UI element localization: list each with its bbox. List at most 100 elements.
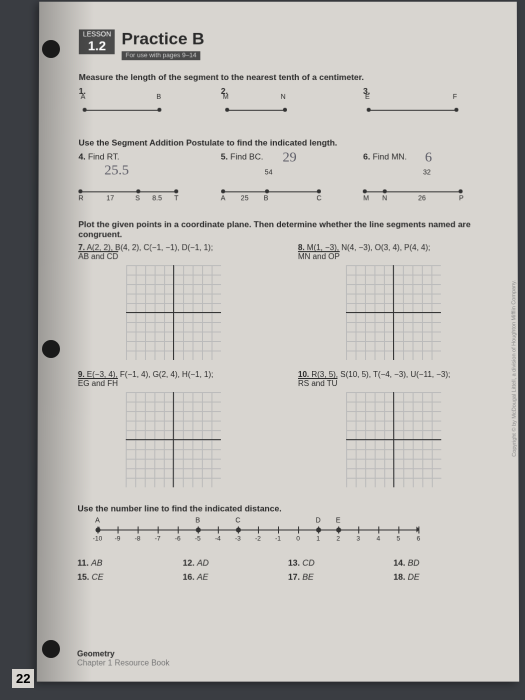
q10-points: R(3, 5), S(10, 5), T(−4, −3), U(−11, −3)… [311, 370, 450, 379]
q10: 10. R(3, 5), S(10, 5), T(−4, −3), U(−11,… [298, 370, 488, 491]
section4-instr: Use the number line to find the indicate… [77, 503, 488, 513]
seg-label: F [453, 94, 457, 101]
title-main: Practice B [122, 29, 205, 49]
seg-dot [317, 189, 321, 193]
nl-tick-label: 0 [296, 536, 300, 543]
axis-v [393, 392, 394, 487]
q7-num: 7. [78, 243, 85, 252]
q6-num: 6. [363, 152, 370, 162]
seg-value: 8.5 [152, 195, 162, 202]
nl-tick-label: 3 [356, 536, 360, 543]
section3-instr: Plot the given points in a coordinate pl… [78, 219, 487, 239]
q1-seg: A B [79, 98, 203, 126]
q6: 6. Find MN. 6 32 M N 26 P [363, 152, 488, 208]
seg-label: N [281, 94, 286, 101]
distance-question: 12. AD [183, 558, 278, 568]
lesson-badge: LESSON 1.2 [79, 29, 115, 54]
section2-row: 4. Find RT. 25.5 R 17 S 8.5 T 5. Find BC… [78, 152, 487, 208]
header: LESSON 1.2 Practice B For use with pages… [79, 29, 487, 60]
worksheet-page: LESSON 1.2 Practice B For use with pages… [37, 2, 519, 682]
seg-dot [174, 189, 178, 193]
axis-v [392, 265, 393, 360]
coord-grid [125, 265, 220, 360]
nl-point-label: D [316, 517, 321, 524]
q9-segs: EG and FH [78, 379, 118, 388]
coord-grid [125, 392, 220, 487]
seg-value: 25 [241, 195, 249, 202]
seg-label: M [223, 94, 229, 101]
q3: 3. E F [363, 86, 487, 126]
nl-tick-label: -9 [115, 536, 121, 543]
nl-point [95, 527, 100, 532]
q6-diagram: 32 M N 26 P [363, 179, 487, 207]
q5-diagram: 54 A 25 B C [221, 179, 345, 207]
nl-tick-label: 2 [336, 536, 340, 543]
seg-dot [265, 189, 269, 193]
distance-question: 11. AB [77, 558, 172, 568]
nl-tick-label: 1 [316, 536, 320, 543]
nl-point [196, 527, 201, 532]
seg-dot [283, 108, 287, 112]
seg-value: 17 [106, 195, 114, 202]
seg-dot [78, 189, 82, 193]
q7-segs: AB and CD [78, 252, 118, 261]
nl-tick-label: 5 [397, 536, 401, 543]
gridpair-1: 7. A(2, 2), B(4, 2), C(−1, −1), D(−1, 1)… [78, 243, 488, 364]
nl-tick [418, 526, 419, 533]
seg-label: S [135, 195, 140, 202]
section1-instr: Measure the length of the segment to the… [79, 72, 487, 82]
q9-points: E(−3, 4), F(−1, 4), G(2, 4), H(−1, 1); [87, 370, 214, 379]
seg-line [227, 110, 285, 111]
distance-question: 15. CE [77, 572, 172, 582]
distance-question: 14. BD [393, 558, 488, 568]
nl-tick [138, 526, 139, 533]
page-number: 22 [12, 669, 34, 688]
nl-point [316, 527, 321, 532]
q9-num: 9. [78, 370, 85, 379]
q6-handwritten: 6 [425, 151, 432, 167]
q8-segs: MN and OP [298, 252, 340, 261]
hole-punch-icon [42, 340, 60, 358]
nl-point [336, 527, 341, 532]
nl-tick [298, 526, 299, 533]
q9: 9. E(−3, 4), F(−1, 4), G(2, 4), H(−1, 1)… [78, 370, 268, 491]
coord-grid [345, 265, 440, 360]
axis-v [172, 265, 173, 360]
seg-dot [363, 189, 367, 193]
number-line: -10-9-8-7-6-5-4-3-2-10123456ABCDE [97, 519, 418, 549]
seg-label: B [264, 195, 269, 202]
q5-num: 5. [221, 152, 228, 162]
nl-tick-label: -1 [275, 536, 281, 543]
nl-point-label: E [336, 517, 341, 524]
seg-value: 54 [265, 169, 273, 176]
q10-num: 10. [298, 370, 309, 379]
nl-tick [218, 526, 219, 533]
nl-point-label: C [235, 517, 240, 524]
seg-value: 26 [418, 195, 426, 202]
title-sub: For use with pages 9–14 [122, 51, 201, 60]
lesson-tag: LESSON [83, 31, 111, 38]
lesson-number: 1.2 [83, 38, 111, 53]
nl-tick [358, 526, 359, 533]
distance-question: 17. BE [288, 572, 383, 582]
seg-dot [136, 189, 140, 193]
q8-num: 8. [298, 243, 305, 252]
seg-label: R [78, 195, 83, 202]
nl-tick-label: -3 [235, 536, 241, 543]
nl-tick-label: 4 [376, 536, 380, 543]
nl-tick [278, 526, 279, 533]
seg-label: A [81, 94, 86, 101]
gridpair-2: 9. E(−3, 4), F(−1, 4), G(2, 4), H(−1, 1)… [78, 370, 489, 491]
nl-tick-label: -10 [93, 536, 102, 543]
nl-tick-label: -5 [195, 536, 201, 543]
seg-label: M [363, 195, 369, 202]
seg-dot [157, 108, 161, 112]
seg-label: E [365, 94, 370, 101]
seg-label: A [221, 195, 226, 202]
seg-label: N [382, 195, 387, 202]
q7: 7. A(2, 2), B(4, 2), C(−1, −1), D(−1, 1)… [78, 243, 268, 364]
nl-tick-label: -4 [215, 536, 221, 543]
q4-diagram: R 17 S 8.5 T [78, 179, 202, 207]
nl-tick-label: -6 [175, 536, 181, 543]
nl-point-label: A [95, 517, 100, 524]
